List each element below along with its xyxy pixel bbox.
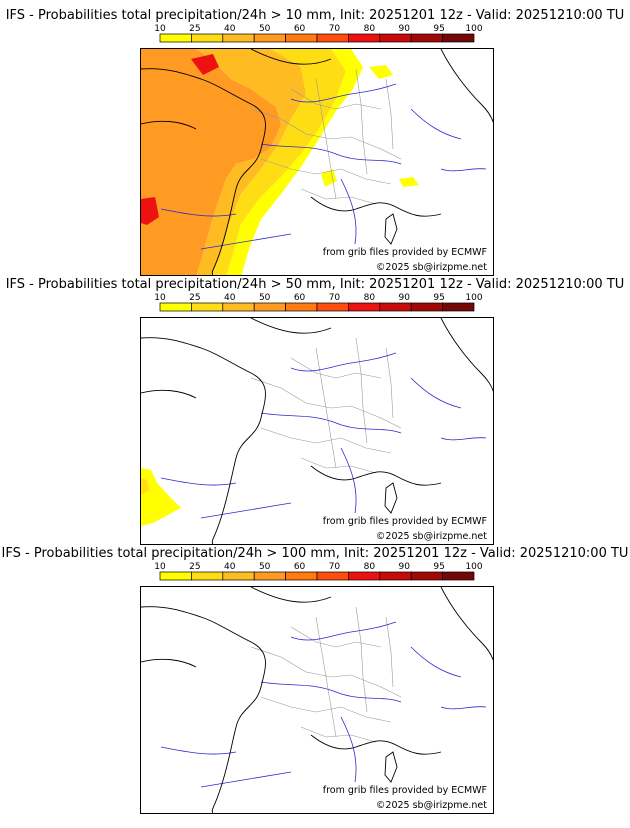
admin-borders	[250, 337, 402, 474]
precip-prob-area-yellow	[141, 468, 181, 526]
colorbar-swatch	[222, 302, 255, 312]
colorbar-tick-label: 60	[294, 24, 306, 34]
colorbar-swatch	[442, 571, 475, 581]
coastline	[141, 49, 493, 275]
credit-copyright: ©2025 sb@irizpme.net	[375, 262, 487, 273]
panel-title: IFS - Probabilities total precipitation/…	[1, 546, 629, 561]
colorbar-swatch	[379, 33, 412, 43]
colorbar-swatch	[316, 302, 349, 312]
colorbar-swatch	[253, 302, 286, 312]
colorbar-swatch	[159, 302, 192, 312]
colorbar-swatch	[348, 302, 381, 312]
colorbar-tick-label: 25	[189, 293, 200, 303]
panel-title: IFS - Probabilities total precipitation/…	[5, 277, 625, 292]
colorbar-swatch	[285, 571, 318, 581]
colorbar-tick-label: 80	[364, 293, 376, 303]
rivers	[160, 83, 487, 250]
precip-prob-area-gold	[211, 49, 346, 275]
credit-source: from grib files provided by ECMWF	[322, 516, 487, 527]
colorbar-swatch	[253, 571, 286, 581]
colorbar-tick-label: 90	[398, 562, 410, 572]
colorbar-tick-label: 25	[189, 562, 200, 572]
colorbar-swatch	[316, 571, 349, 581]
colorbar-tick-label: 50	[259, 293, 271, 303]
colorbar-tick-label: 95	[433, 562, 444, 572]
colorbar-tick-label: 50	[259, 24, 271, 34]
colorbar-tick-label: 10	[154, 293, 166, 303]
colorbar-swatch	[191, 302, 224, 312]
colorbar-swatch	[410, 302, 443, 312]
probability-map: from grib files provided by ECMWF ©2025 …	[140, 586, 494, 814]
precip-prob-area-light-orange	[181, 49, 306, 275]
credit-source: from grib files provided by ECMWF	[322, 247, 487, 258]
panel-50mm: IFS - Probabilities total precipitation/…	[0, 277, 630, 553]
colorbar-tick-label: 60	[294, 562, 306, 572]
colorbar-tick-label: 100	[465, 562, 482, 572]
precip-prob-area-gold	[141, 478, 149, 494]
colorbar: 10 25 40 50 60 70 80 90 95 100	[154, 24, 483, 43]
colorbar-tick-label: 40	[224, 562, 236, 572]
precip-prob-core-red	[141, 54, 219, 225]
colorbar-swatch	[379, 302, 412, 312]
panel-title: IFS - Probabilities total precipitation/…	[5, 8, 625, 23]
credit-copyright: ©2025 sb@irizpme.net	[375, 531, 487, 542]
colorbar-swatch	[316, 33, 349, 43]
colorbar-tick-label: 90	[398, 293, 410, 303]
colorbar-swatch	[442, 302, 475, 312]
probability-map: from grib files provided by ECMWF ©2025 …	[140, 48, 494, 276]
colorbar-swatch	[191, 33, 224, 43]
colorbar-tick-label: 90	[398, 24, 410, 34]
rivers	[160, 352, 487, 519]
precip-prob-area-yellow	[226, 49, 363, 275]
colorbar-swatch	[348, 33, 381, 43]
colorbar: 10 25 40 50 60 70 80 90 95 100	[154, 562, 483, 581]
colorbar: 10 25 40 50 60 70 80 90 95 100	[154, 293, 483, 312]
colorbar-swatch	[285, 302, 318, 312]
panel-100mm: IFS - Probabilities total precipitation/…	[0, 546, 630, 822]
admin-borders	[250, 606, 402, 743]
colorbar-swatch	[410, 571, 443, 581]
colorbar-tick-label: 60	[294, 293, 306, 303]
colorbar-swatch	[159, 33, 192, 43]
credit-copyright: ©2025 sb@irizpme.net	[375, 800, 487, 811]
colorbar-tick-label: 70	[329, 24, 341, 34]
admin-borders	[250, 68, 402, 205]
colorbar-tick-label: 50	[259, 562, 271, 572]
colorbar-tick-label: 95	[433, 24, 444, 34]
colorbar-swatch	[379, 571, 412, 581]
colorbar-tick-label: 80	[364, 24, 376, 34]
colorbar-tick-label: 10	[154, 24, 166, 34]
colorbar-tick-label: 95	[433, 293, 444, 303]
colorbar-tick-label: 40	[224, 293, 236, 303]
colorbar-tick-label: 25	[189, 24, 200, 34]
credit-source: from grib files provided by ECMWF	[322, 785, 487, 796]
colorbar-swatch	[410, 33, 443, 43]
colorbar-swatch	[191, 571, 224, 581]
precip-prob-spot-yellow-east	[321, 65, 419, 187]
colorbar-swatch	[159, 571, 192, 581]
rivers	[160, 621, 487, 788]
colorbar-swatch	[348, 571, 381, 581]
probability-map: from grib files provided by ECMWF ©2025 …	[140, 317, 494, 545]
colorbar-tick-label: 40	[224, 24, 236, 34]
colorbar-tick-label: 70	[329, 293, 341, 303]
colorbar-tick-label: 100	[465, 293, 482, 303]
coastline	[141, 587, 493, 813]
colorbar-tick-label: 100	[465, 24, 482, 34]
colorbar-tick-label: 70	[329, 562, 341, 572]
colorbar-swatch	[442, 33, 475, 43]
colorbar-tick-label: 80	[364, 562, 376, 572]
colorbar-tick-label: 10	[154, 562, 166, 572]
coastline	[141, 318, 493, 544]
colorbar-swatch	[285, 33, 318, 43]
precip-prob-area-orange	[141, 49, 281, 275]
colorbar-swatch	[222, 33, 255, 43]
panel-10mm: IFS - Probabilities total precipitation/…	[0, 8, 630, 284]
colorbar-swatch	[253, 33, 286, 43]
colorbar-swatch	[222, 571, 255, 581]
